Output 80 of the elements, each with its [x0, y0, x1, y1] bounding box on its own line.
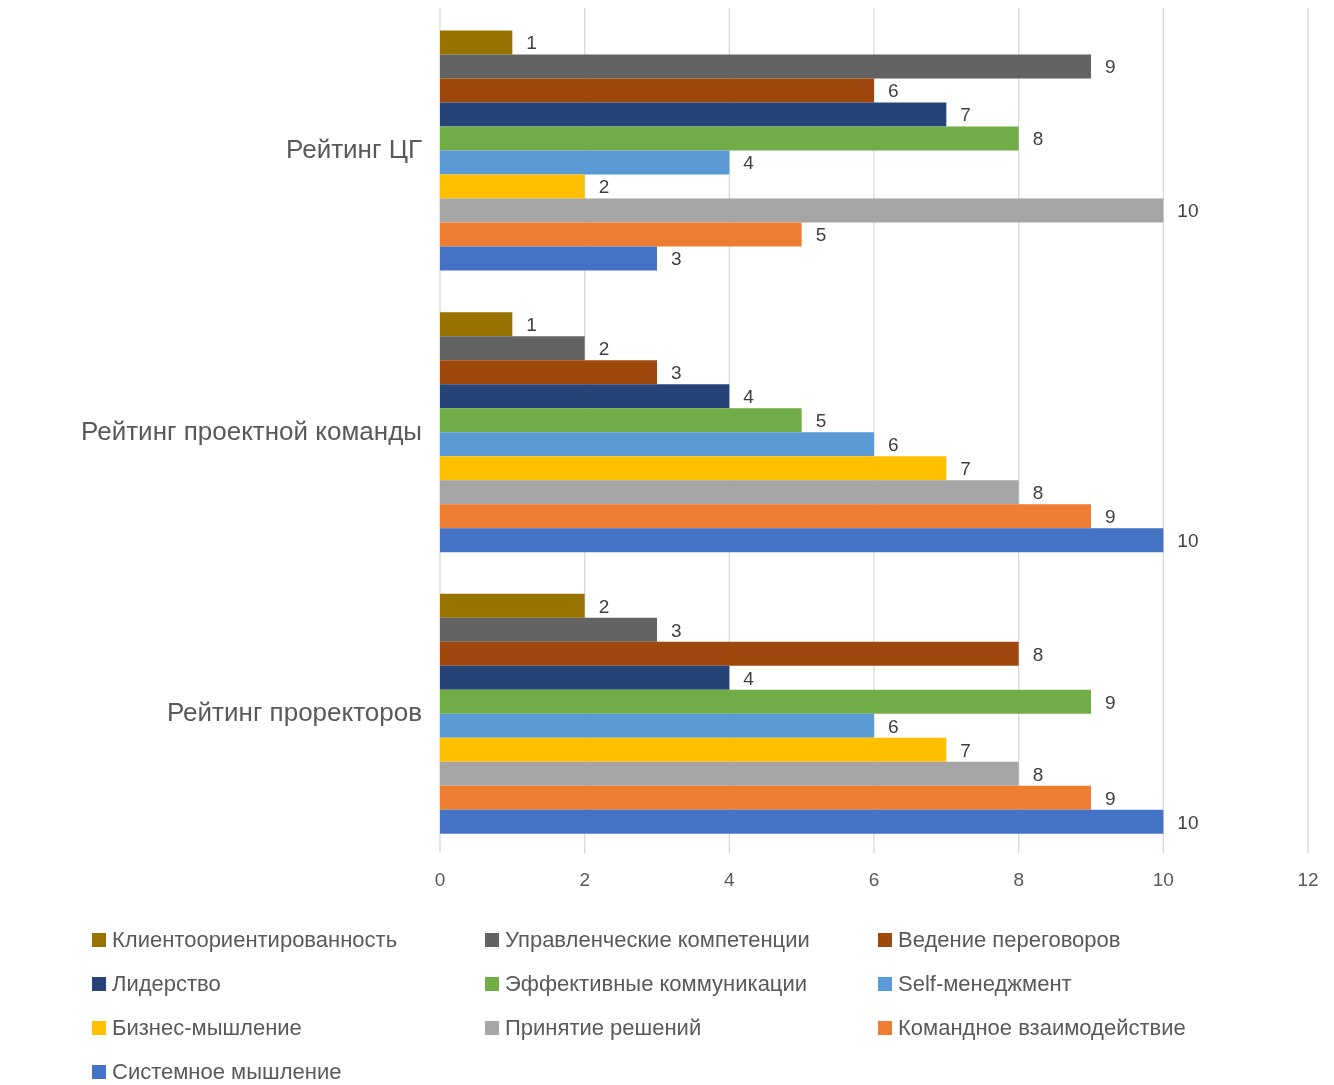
- data-label: 10: [1177, 811, 1199, 833]
- data-label: 8: [1032, 128, 1044, 150]
- bar: [440, 809, 1164, 834]
- data-label: 2: [598, 337, 610, 359]
- bar: [440, 102, 947, 127]
- bar: [440, 456, 947, 481]
- data-label: 9: [1105, 505, 1116, 527]
- data-label: 7: [960, 739, 971, 761]
- legend-label: Лидерство: [112, 971, 221, 997]
- data-label: 10: [1177, 529, 1199, 551]
- x-tick-label: 12: [1297, 869, 1319, 891]
- bar: [440, 665, 730, 690]
- x-tick-label: 0: [434, 869, 446, 891]
- data-label: 2: [598, 176, 610, 198]
- bar: [440, 504, 1091, 529]
- data-label: 4: [743, 152, 755, 174]
- data-label: 1: [526, 313, 537, 335]
- data-label: 9: [1105, 787, 1116, 809]
- data-label: 6: [888, 433, 899, 455]
- data-label: 4: [743, 667, 755, 689]
- legend-label: Управленческие компетенции: [505, 927, 810, 953]
- bar: [440, 689, 1091, 714]
- data-label: 2: [598, 595, 610, 617]
- data-label: 3: [671, 619, 682, 641]
- data-label: 3: [671, 361, 682, 383]
- x-tick-label: 2: [579, 869, 590, 891]
- bar: [440, 617, 657, 642]
- legend-label: Принятие решений: [505, 1015, 702, 1041]
- y-tick-label: Рейтинг проектной команды: [81, 415, 422, 446]
- data-label: 7: [960, 104, 971, 126]
- y-tick-label: Рейтинг проректоров: [166, 697, 422, 728]
- data-label: 6: [888, 715, 899, 737]
- bar: [440, 785, 1091, 810]
- bar: [440, 593, 585, 618]
- bar: [440, 432, 874, 457]
- bar: [440, 198, 1164, 223]
- legend-label: Self-менеджмент: [898, 971, 1072, 997]
- y-tick-label: Рейтинг ЦГ: [286, 134, 422, 165]
- legend-label: Бизнес-мышление: [112, 1015, 302, 1041]
- legend-label: Эффективные коммуникации: [505, 971, 808, 997]
- bar: [440, 641, 1019, 666]
- data-label: 6: [888, 80, 899, 102]
- bar: [440, 384, 730, 409]
- bar: [440, 174, 585, 199]
- bar: [440, 222, 802, 247]
- x-tick-label: 8: [1013, 869, 1024, 891]
- legend-label: Командное взаимодействие: [898, 1015, 1186, 1041]
- bar: [440, 336, 585, 361]
- bar: [440, 246, 657, 271]
- bar: [440, 737, 947, 762]
- data-label: 5: [815, 224, 827, 246]
- bar: [440, 713, 874, 738]
- data-label: 9: [1105, 691, 1116, 713]
- legend-label: Клиентоориентированность: [112, 927, 398, 953]
- bar: [440, 528, 1164, 553]
- bar: [440, 761, 1019, 786]
- bar: [440, 480, 1019, 505]
- bar: [440, 360, 657, 385]
- data-label: 4: [743, 385, 755, 407]
- legend-label: Системное мышление: [112, 1059, 342, 1085]
- data-label: 8: [1032, 481, 1044, 503]
- data-label: 1: [526, 32, 537, 54]
- data-label: 8: [1032, 643, 1044, 665]
- data-label: 7: [960, 457, 971, 479]
- data-label: 5: [815, 409, 827, 431]
- legend-label: Ведение переговоров: [898, 927, 1121, 953]
- data-label: 8: [1032, 763, 1044, 785]
- data-label: 10: [1177, 200, 1199, 222]
- x-tick-label: 4: [724, 869, 736, 891]
- data-label: 9: [1105, 56, 1116, 78]
- bar: [440, 78, 874, 103]
- bar: [440, 312, 513, 337]
- bar: [440, 150, 730, 175]
- bar: [440, 30, 513, 55]
- bar: [440, 126, 1019, 151]
- bar: [440, 408, 802, 433]
- data-label: 3: [671, 248, 682, 270]
- bar: [440, 54, 1091, 79]
- x-tick-label: 6: [868, 869, 880, 891]
- x-tick-label: 10: [1152, 869, 1174, 891]
